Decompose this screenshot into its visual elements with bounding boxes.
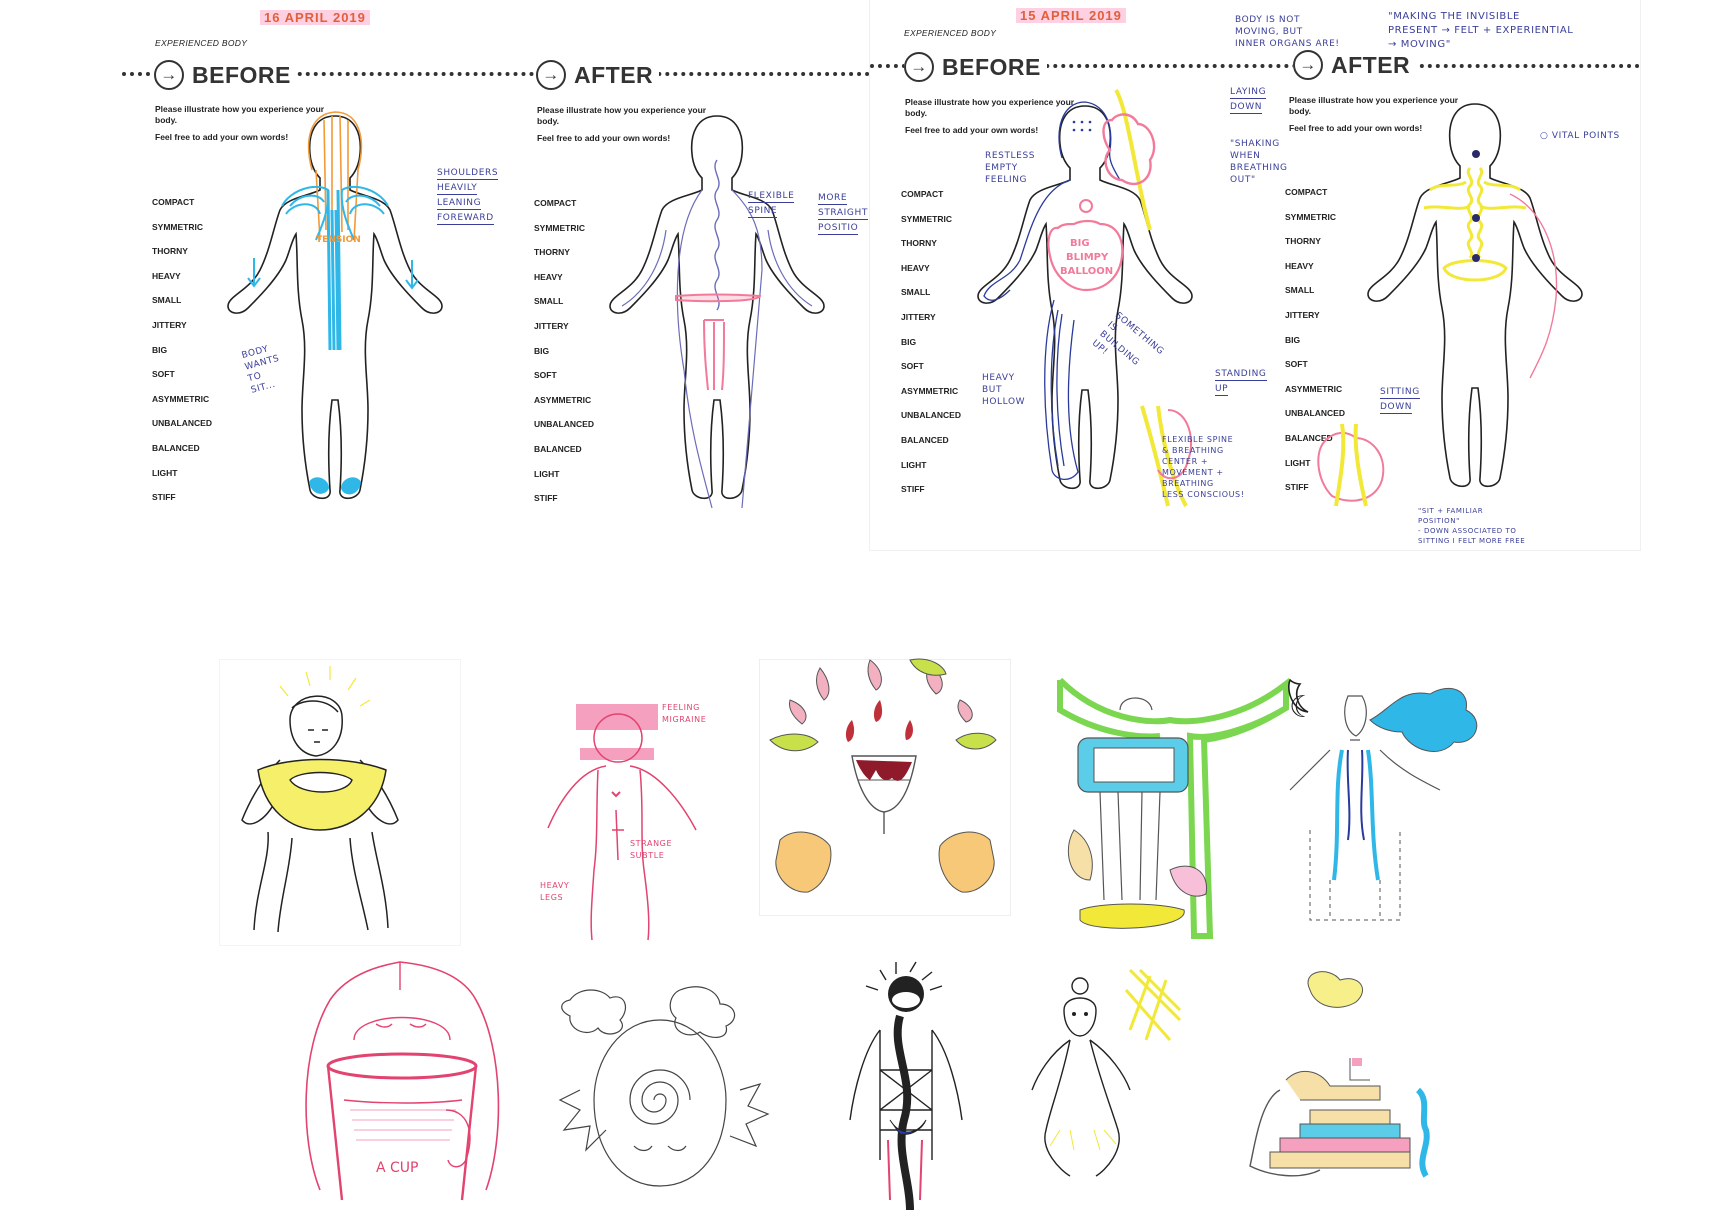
shaking-note: "SHAKING WHEN BREATHING OUT" [1230,139,1288,185]
standing-note: STANDING UP [1215,369,1267,396]
word-checklist-after: COMPACT SYMMETRIC THORNY HEAVY SMALL JITTERY B… [534,198,594,504]
cup-text: A CUP [376,1160,419,1176]
arrow-right-icon: → [536,60,566,90]
migraine-note: FEELING MIGRAINE [662,703,707,724]
worksheet-april-16: 16 APRIL 2019 EXPERIENCED BODY → BEFORE … [0,0,870,540]
drawing-migraine: FEELING MIGRAINE STRANGE SUBTLE HEAVY LEGS [520,660,760,945]
arrow-right-icon: → [1293,50,1323,80]
drawing-pillows [1057,677,1290,950]
body-outline-before: BIG BLIMPY BALLOON [977,101,1193,490]
word-checklist-before: COMPACT SYMMETRIC THORNY HEAVY SMALL JITTERY B… [901,189,961,495]
invisible-present-note: "MAKING THE INVISIBLE PRESENT → FELT + EX… [1388,11,1574,50]
body-outline-after [609,115,825,509]
tension-note: TENSION [316,235,361,245]
more-straight-note: MORE STRAIGHT POSITIO [818,193,868,235]
before-heading: → BEFORE [904,52,1047,82]
heavy-legs-note: HEAVY LEGS [540,881,570,902]
organs-note: BODY IS NOT MOVING, BUT INNER ORGANS ARE! [1235,15,1340,49]
sitting-down-figure [1317,423,1385,507]
worksheet-april-15: 15 APRIL 2019 EXPERIENCED BODY → BEFORE … [870,0,1640,550]
balloon-word-2: BLIMPY [1066,252,1109,263]
instructions-before: Please illustrate how you experience you… [155,104,325,142]
timeline-divider [122,72,870,76]
sitting-note: SITTING DOWN [1380,387,1420,414]
drawing-squat-figure [1030,968,1182,1210]
drawing-spiral-head [550,980,770,1210]
timeline-divider [870,64,1640,68]
vital-points-note: ○ VITAL POINTS [1540,131,1620,141]
drawing-breathing-figure [1288,678,1520,940]
standing-up-figure [1140,405,1193,507]
instructions-before: Please illustrate how you experience you… [905,97,1075,135]
heavy-hollow-note: HEAVY BUT HOLLOW [982,373,1026,407]
balloon-word-1: BIG [1070,238,1090,249]
instructions-after: Please illustrate how you experience you… [537,105,707,143]
word-checklist-before: COMPACT SYMMETRIC THORNY HEAVY SMALL JITTERY B… [152,197,212,503]
after-heading: → AFTER [536,60,660,90]
sheet-date: 15 APRIL 2019 [1016,8,1126,23]
before-heading: → BEFORE [154,60,297,90]
drawing-a-cup: A CUP [280,960,520,1210]
instructions-after: Please illustrate how you experience you… [1289,95,1459,133]
drawing-stacked-cushions [1240,970,1430,1210]
sit-position-note: "SIT + FAMILIAR POSITION" - DOWN ASSOCIATE… [1418,507,1526,545]
arrow-right-icon: → [904,52,934,82]
body-outline-after [1367,103,1583,488]
flexible-breathing-note: FLEXIBLE SPINE & BREATHING CENTER + MOVE… [1162,435,1245,499]
drawing-yellow-basin [220,660,460,945]
after-heading: → AFTER [1293,50,1417,80]
balloon-word-3: BALLOON [1060,266,1113,277]
shoulders-note: SHOULDERS HEAVILY LEANING FOREWARD [437,168,499,225]
sheet-tag: EXPERIENCED BODY [904,28,997,38]
sheet-date: 16 APRIL 2019 [260,10,370,25]
flexible-spine-note: FLEXIBLE SPINE [748,191,795,218]
moon-icon: ☾ [1289,691,1316,724]
restless-note: RESTLESS EMPTY FEELING [985,151,1036,185]
arrow-right-icon: → [154,60,184,90]
drawing-menstrual-cup [760,658,1010,915]
word-checklist-after: COMPACT SYMMETRIC THORNY HEAVY SMALL JITTERY B… [1285,187,1345,493]
laying-note: LAYING DOWN [1230,87,1267,114]
drawing-dark-figure [830,960,1000,1211]
sheet-tag: EXPERIENCED BODY [155,38,248,48]
laying-down-figure [1102,88,1156,231]
body-outline-before: TENSION [227,111,443,500]
strange-note: STRANGE SUBTLE [630,839,673,860]
